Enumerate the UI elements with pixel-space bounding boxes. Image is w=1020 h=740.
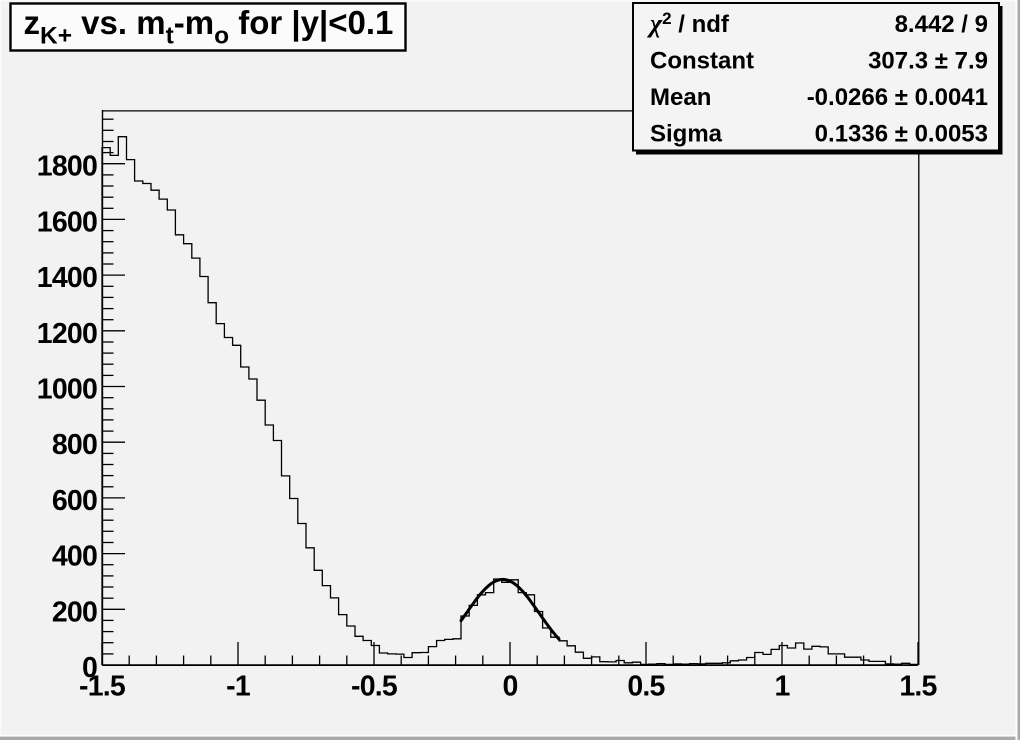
svg-text:0.5: 0.5 [627,671,665,703]
svg-text:0: 0 [82,652,97,684]
svg-text:400: 400 [52,541,97,573]
svg-text:-1.5: -1.5 [79,671,126,703]
svg-text:1800: 1800 [37,151,97,183]
svg-text:1.5: 1.5 [899,671,937,703]
svg-text:8.442 / 9: 8.442 / 9 [895,11,988,38]
svg-text:1600: 1600 [37,206,97,238]
svg-text:Constant: Constant [650,48,754,75]
svg-text:800: 800 [52,429,97,461]
svg-text:0: 0 [502,671,517,703]
svg-text:200: 200 [52,596,97,628]
svg-text:χ2 / ndf: χ2 / ndf [647,9,730,38]
svg-text:-0.5: -0.5 [351,671,398,703]
svg-text:1200: 1200 [37,318,97,350]
svg-text:Sigma: Sigma [650,121,723,148]
svg-text:Mean: Mean [650,84,711,111]
svg-text:1000: 1000 [37,374,97,406]
svg-text:1400: 1400 [37,262,97,294]
svg-text:0.1336 ± 0.0053: 0.1336 ± 0.0053 [815,121,988,148]
svg-text:600: 600 [52,485,97,517]
svg-text:307.3 ± 7.9: 307.3 ± 7.9 [868,48,988,75]
svg-text:1: 1 [774,671,790,703]
svg-text:-1: -1 [226,671,251,703]
svg-text:-0.0266 ± 0.0041: -0.0266 ± 0.0041 [807,84,988,111]
